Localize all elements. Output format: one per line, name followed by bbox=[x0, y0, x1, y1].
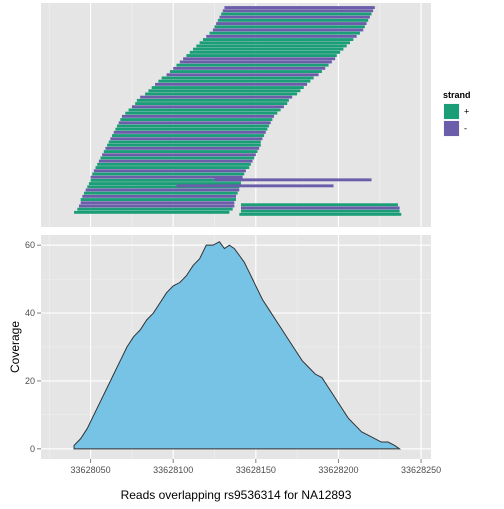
read-minus bbox=[173, 66, 326, 70]
read-plus bbox=[95, 166, 250, 169]
read-minus bbox=[240, 206, 400, 210]
read-plus bbox=[80, 198, 237, 201]
read-minus bbox=[222, 9, 374, 13]
reads-bars bbox=[74, 6, 402, 216]
y-tick-label: 60 bbox=[25, 240, 35, 250]
read-plus bbox=[151, 86, 304, 89]
read-minus bbox=[206, 34, 357, 38]
x-tick-label: 33628050 bbox=[71, 465, 111, 475]
read-minus bbox=[179, 60, 332, 64]
read-plus bbox=[97, 162, 251, 166]
read-minus bbox=[224, 6, 375, 9]
read-plus bbox=[199, 41, 351, 45]
read-minus bbox=[105, 146, 260, 150]
read-plus bbox=[240, 203, 398, 207]
read-plus bbox=[176, 63, 329, 67]
read-minus bbox=[140, 95, 293, 99]
read-minus bbox=[166, 73, 319, 77]
read-plus bbox=[196, 44, 347, 48]
read-plus bbox=[169, 70, 322, 73]
read-plus bbox=[214, 25, 365, 29]
read-plus bbox=[136, 98, 289, 102]
read-plus bbox=[128, 108, 281, 112]
read-minus bbox=[155, 82, 308, 86]
legend: strand + - bbox=[442, 90, 471, 138]
y-tick-label: 0 bbox=[30, 444, 35, 454]
read-plus bbox=[88, 182, 241, 185]
read-minus bbox=[90, 175, 243, 179]
legend-label-minus: - bbox=[464, 124, 467, 134]
read-plus bbox=[87, 185, 240, 189]
read-minus bbox=[176, 184, 334, 188]
read-plus bbox=[148, 89, 301, 93]
read-plus bbox=[221, 12, 372, 16]
read-plus bbox=[83, 191, 238, 195]
x-axis-ticks: 33628050 33628100 33628150 33628200 33628250 bbox=[71, 459, 441, 475]
x-tick-label: 33628150 bbox=[236, 465, 276, 475]
reads-panel bbox=[41, 3, 431, 227]
read-plus bbox=[240, 209, 400, 213]
y-tick-label: 20 bbox=[25, 376, 35, 386]
x-tick-label: 33628250 bbox=[401, 465, 441, 475]
read-plus bbox=[117, 124, 270, 128]
read-minus bbox=[102, 153, 256, 157]
read-minus bbox=[85, 188, 240, 192]
read-minus bbox=[80, 201, 235, 205]
read-plus bbox=[90, 178, 241, 182]
x-tick-label: 33628100 bbox=[153, 465, 193, 475]
read-plus bbox=[108, 140, 261, 144]
read-plus bbox=[115, 127, 268, 131]
y-axis-ticks: 0 20 40 60 bbox=[25, 240, 41, 454]
read-plus bbox=[189, 50, 341, 54]
read-minus bbox=[82, 194, 236, 198]
read-plus bbox=[74, 210, 230, 214]
read-plus bbox=[125, 111, 278, 115]
coverage-area bbox=[73, 241, 402, 450]
read-plus bbox=[158, 79, 311, 83]
coverage-panel: 0 20 40 60 33628050 33628100 33628150 33628200… bbox=[25, 235, 441, 475]
read-plus bbox=[209, 31, 360, 35]
read-minus bbox=[93, 169, 246, 173]
read-plus bbox=[92, 172, 245, 176]
read-minus bbox=[121, 114, 275, 118]
read-minus bbox=[110, 137, 263, 141]
legend-swatch-plus bbox=[444, 104, 459, 119]
read-plus bbox=[193, 47, 344, 51]
read-minus bbox=[183, 57, 336, 61]
x-tick-label: 33628200 bbox=[318, 465, 358, 475]
y-axis-title: Coverage bbox=[8, 321, 22, 373]
read-plus bbox=[145, 92, 298, 96]
read-plus bbox=[217, 18, 369, 22]
read-plus bbox=[112, 134, 265, 137]
read-minus bbox=[118, 121, 271, 125]
read-minus bbox=[79, 204, 235, 208]
legend-swatch-minus bbox=[444, 121, 459, 136]
read-plus bbox=[107, 143, 261, 147]
read-plus bbox=[103, 150, 258, 153]
read-plus bbox=[186, 54, 337, 57]
read-minus bbox=[219, 15, 370, 19]
read-plus bbox=[77, 207, 233, 211]
legend-label-plus: + bbox=[464, 107, 469, 117]
read-minus bbox=[98, 159, 253, 163]
x-axis-title: Reads overlapping rs9536314 for NA12893 bbox=[121, 488, 352, 502]
legend-title: strand bbox=[443, 90, 471, 100]
read-minus bbox=[212, 28, 364, 32]
read-plus bbox=[161, 76, 314, 80]
read-plus bbox=[135, 102, 288, 105]
read-minus bbox=[214, 178, 372, 182]
read-minus bbox=[216, 22, 367, 25]
read-minus bbox=[131, 105, 284, 109]
read-plus bbox=[202, 38, 354, 41]
y-tick-label: 40 bbox=[25, 308, 35, 318]
read-plus bbox=[120, 118, 273, 121]
read-minus bbox=[113, 130, 266, 134]
read-plus bbox=[239, 212, 402, 216]
read-plus bbox=[100, 156, 255, 160]
